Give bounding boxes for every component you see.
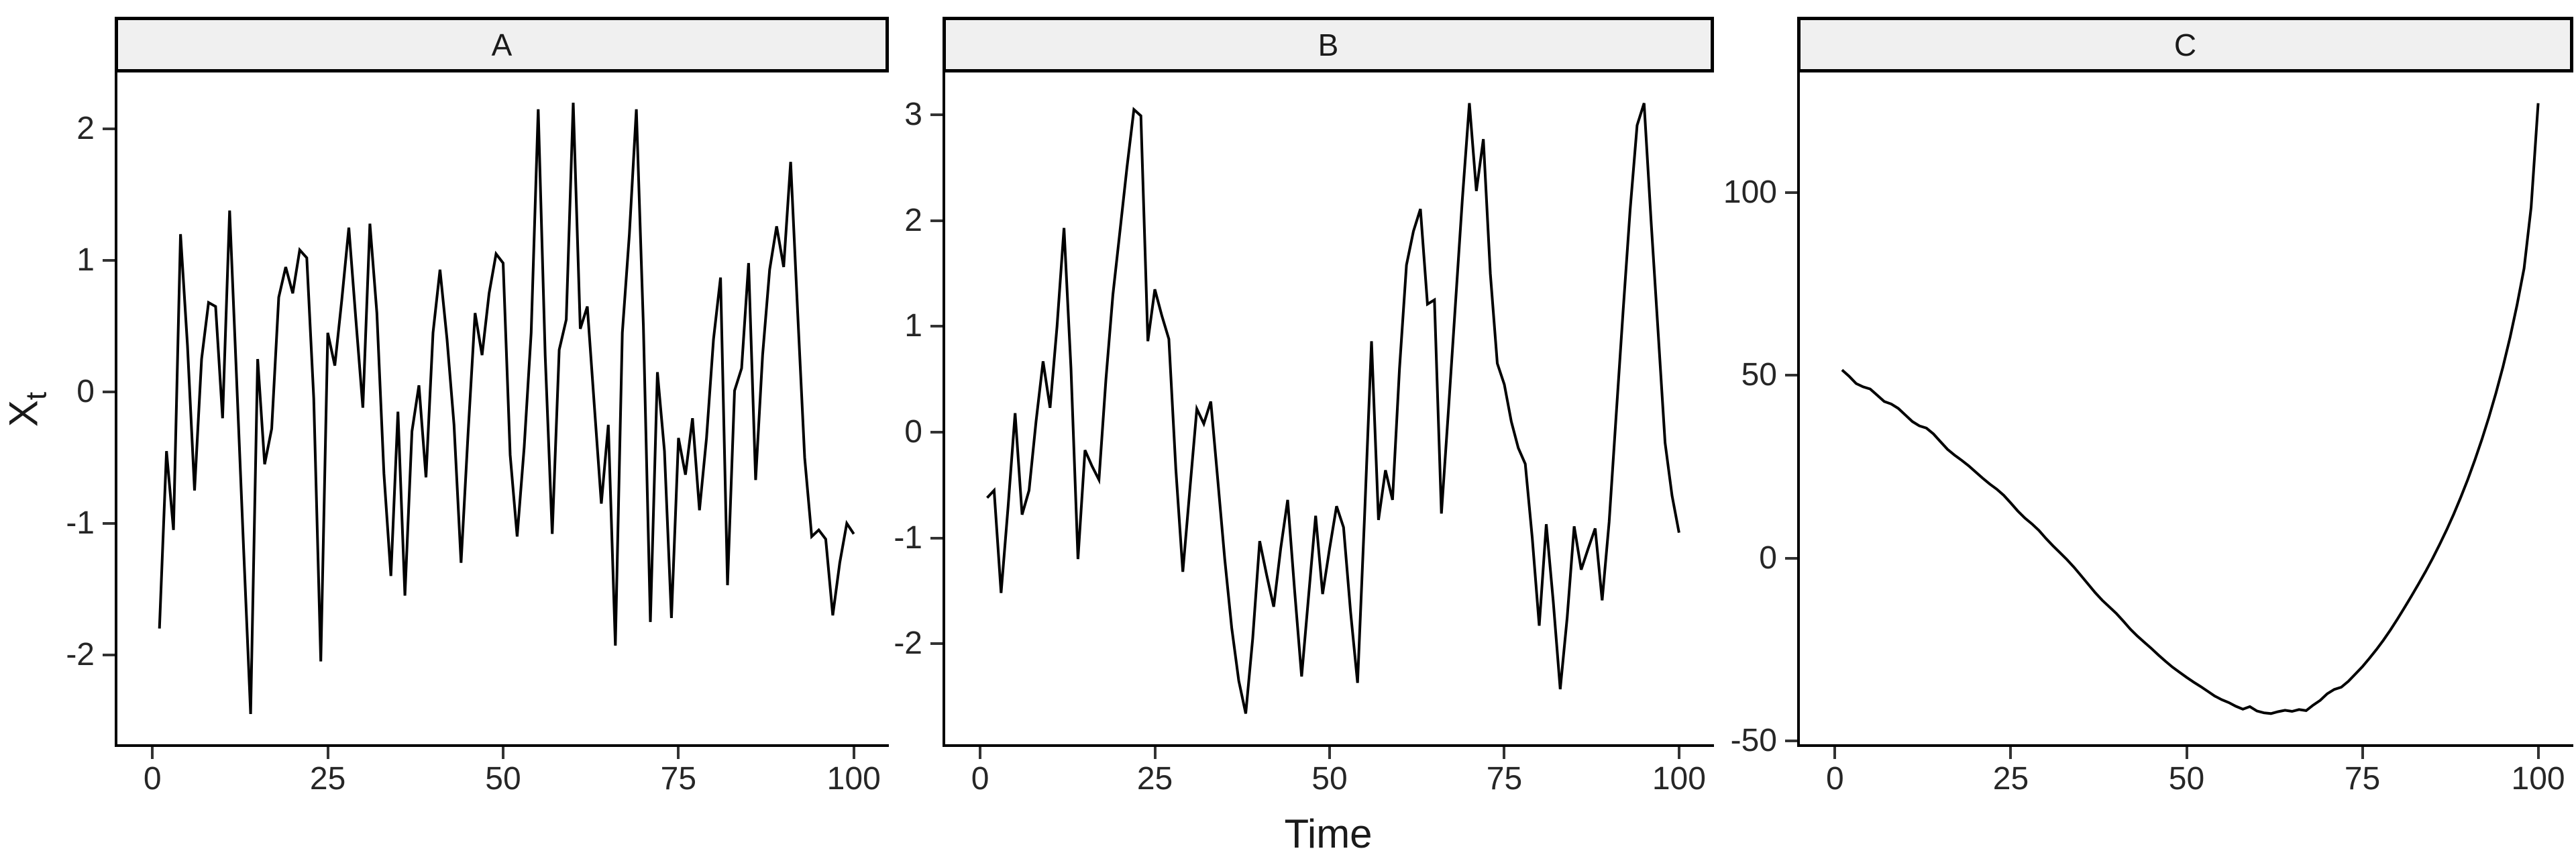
x-tick-label: 75 [1486,761,1523,797]
y-tick-mark [930,536,943,540]
x-tick-label: 75 [2344,761,2381,797]
y-tick-label: 0 [76,374,95,409]
facet-c-y-axis-gutter: -50 0 50 100 [1714,0,1797,801]
x-tick-label: 100 [2511,761,2565,797]
y-tick-label: 3 [904,97,922,133]
x-tick-label: 25 [1992,761,2029,797]
x-tick-mark [1503,747,1506,759]
x-tick-mark [2361,747,2364,759]
facet-b-x-axis: 0 25 50 75 100 [943,747,1714,801]
y-tick-mark [103,521,115,525]
y-tick-label: -2 [894,625,922,662]
x-tick-label: 0 [1826,761,1844,797]
x-tick-label: 25 [1136,761,1173,797]
facet-c-y-ticks: -50 0 50 100 [1714,72,1797,757]
x-tick-label: 50 [1311,761,1348,797]
y-tick-label: -1 [894,519,922,556]
x-tick-mark [1153,747,1157,759]
y-tick-mark [103,653,115,656]
x-tick-mark [1328,747,1331,759]
y-tick-label: 2 [904,202,922,238]
y-tick-label: 2 [76,111,95,147]
facet-b: -2 -1 0 1 2 3 B 0 25 50 75 100 [889,0,1714,801]
x-tick-mark [326,747,329,759]
x-tick-mark [1677,747,1680,759]
y-tick-mark [103,128,115,131]
y-tick-label: 0 [1759,540,1777,576]
facet-c-x-axis: 0 25 50 75 100 [1797,747,2573,801]
x-tick-label: 100 [1652,761,1706,797]
facet-c: -50 0 50 100 C 0 25 50 75 100 [1714,0,2573,801]
y-tick-mark [930,430,943,434]
x-tick-label: 0 [971,761,989,797]
x-tick-label: 25 [309,761,346,797]
x-tick-label: 75 [660,761,697,797]
x-tick-mark [677,747,680,759]
y-tick-label: 100 [1723,174,1777,211]
y-tick-mark [1785,740,1797,743]
time-series-line [986,103,1680,714]
y-tick-label: 1 [904,308,922,344]
time-series-line [1841,103,2540,715]
facet-b-plot-area [943,72,1714,747]
facet-c-strip: C [1797,17,2573,72]
y-tick-mark [1785,191,1797,195]
x-tick-mark [979,747,982,759]
facet-b-y-ticks: -2 -1 0 1 2 3 [889,72,943,747]
facet-a-series-svg [158,103,855,714]
x-tick-label: 100 [826,761,881,797]
x-tick-mark [1833,747,1837,759]
y-tick-mark [930,325,943,328]
facet-a-y-axis-gutter: -2 -1 0 1 2 [39,0,115,801]
x-tick-mark [2009,747,2012,759]
y-tick-label: 0 [904,413,922,450]
facet-b-panel-column: B 0 25 50 75 100 [943,0,1714,801]
y-tick-label: 1 [76,242,95,279]
facet-b-strip-label: B [1318,27,1339,62]
y-tick-label: -1 [66,505,95,541]
facet-b-series-svg [986,103,1680,714]
facet-c-series-svg [1841,103,2540,715]
x-tick-mark [2536,747,2540,759]
facet-a-strip-label: A [491,27,513,62]
facet-c-plot-area [1797,72,2573,747]
x-tick-label: 50 [485,761,521,797]
y-tick-label: -50 [1730,723,1777,759]
facet-a-panel-column: A 0 25 50 75 100 [115,0,889,801]
facet-a-y-ticks: -2 -1 0 1 2 [39,72,115,747]
x-axis-title: Time [1284,811,1373,856]
y-tick-mark [930,219,943,222]
x-tick-label: 50 [2168,761,2205,797]
facet-c-panel-column: C 0 25 50 75 100 [1797,0,2573,801]
y-tick-mark [1785,374,1797,377]
y-tick-mark [103,259,115,262]
time-series-line [158,103,855,714]
facet-a-x-axis: 0 25 50 75 100 [115,747,889,801]
x-tick-mark [502,747,504,759]
y-tick-label: -2 [66,636,95,672]
x-tick-label: 0 [143,761,162,797]
y-tick-mark [930,113,943,117]
x-tick-mark [2185,747,2188,759]
x-tick-mark [151,747,154,759]
facet-b-y-axis-gutter: -2 -1 0 1 2 3 [889,0,943,801]
y-tick-mark [1785,556,1797,560]
y-tick-mark [103,391,115,393]
facet-b-strip: B [943,17,1714,72]
y-axis-title-column: Xt [0,0,53,859]
x-tick-mark [852,747,855,759]
facet-a-plot-area [115,72,889,747]
facet-a-strip: A [115,17,889,72]
y-tick-mark [930,642,943,646]
facet-a: -2 -1 0 1 2 A 0 25 50 75 100 [39,0,889,801]
y-tick-label: 50 [1741,357,1777,393]
facet-c-strip-label: C [2174,27,2197,62]
